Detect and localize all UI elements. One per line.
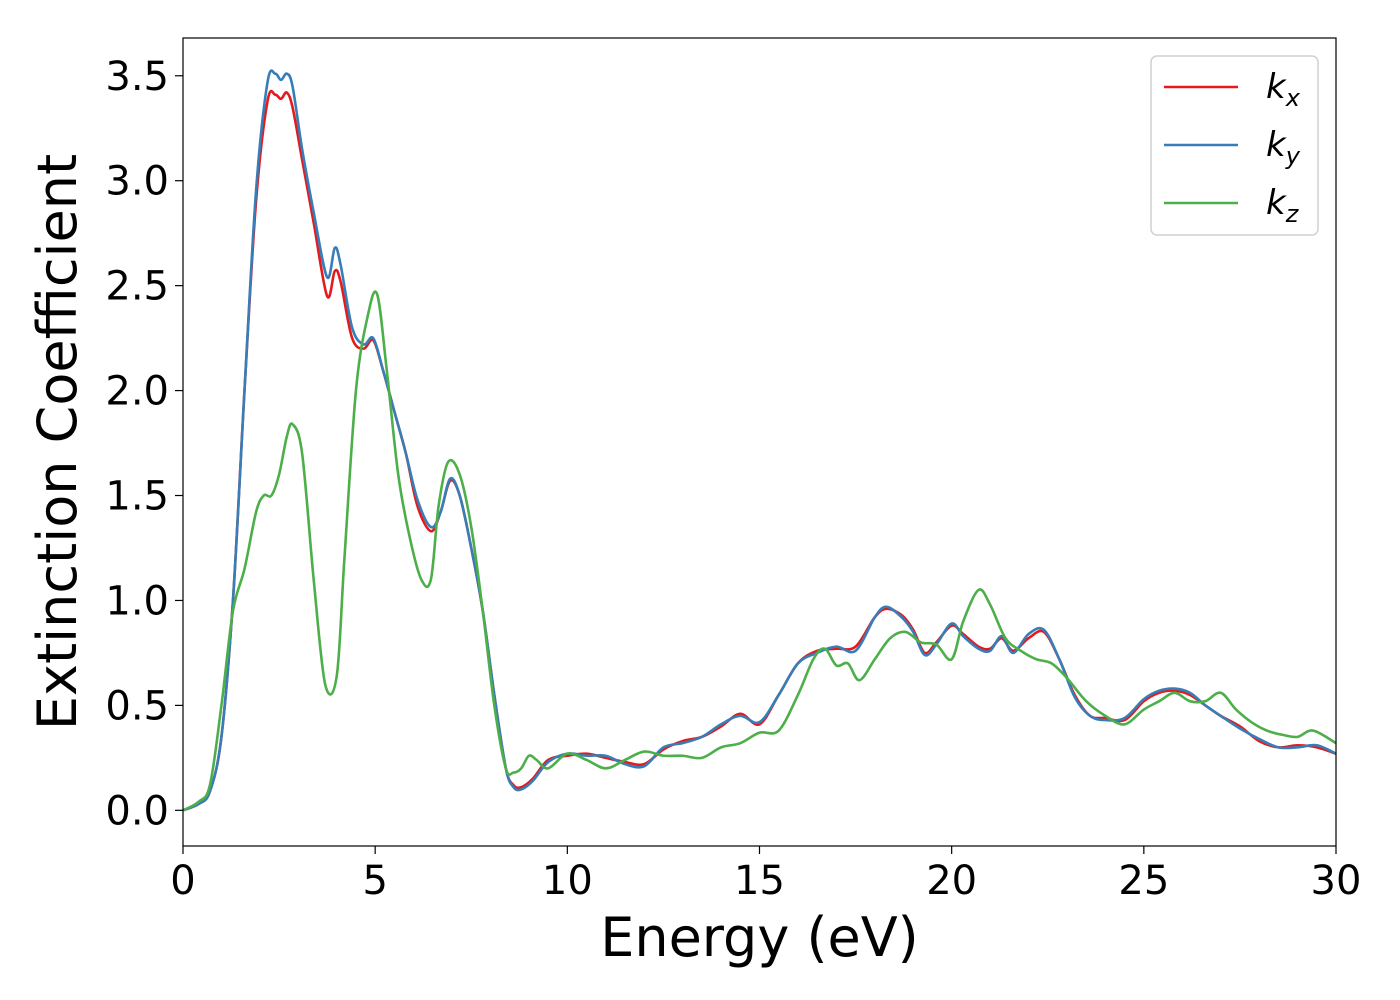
- series-layer: [182, 69, 1337, 812]
- x-tick-label: 30: [1311, 858, 1362, 904]
- series-line-z: [182, 290, 1337, 812]
- plot-area: [183, 38, 1336, 846]
- x-axis-ticks: 0 5 10 15 20 25 30: [170, 846, 1361, 904]
- y-axis-ticks: 0.0 0.5 1.0 1.5 2.0 2.5 3.0 3.5: [105, 54, 183, 834]
- y-tick-label: 2.0: [105, 369, 169, 415]
- y-tick-label: 3.5: [105, 54, 169, 100]
- legend-label-y: ky: [1266, 125, 1301, 170]
- x-axis-title: Energy (eV): [600, 906, 919, 969]
- x-tick-label: 10: [542, 858, 593, 904]
- y-tick-label: 0.0: [105, 788, 169, 834]
- x-tick-label: 25: [1118, 858, 1169, 904]
- y-tick-label: 1.5: [105, 474, 169, 520]
- x-tick-label: 5: [362, 858, 387, 904]
- series-line-y: [182, 69, 1337, 812]
- y-tick-label: 0.5: [105, 683, 169, 729]
- x-tick-label: 20: [926, 858, 977, 904]
- y-tick-label: 1.0: [105, 578, 169, 624]
- x-tick-label: 0: [170, 858, 195, 904]
- y-tick-label: 3.0: [105, 159, 169, 205]
- x-tick-label: 15: [734, 858, 785, 904]
- y-tick-label: 2.5: [105, 264, 169, 310]
- y-axis-title: Extinction Coefficient: [26, 154, 89, 730]
